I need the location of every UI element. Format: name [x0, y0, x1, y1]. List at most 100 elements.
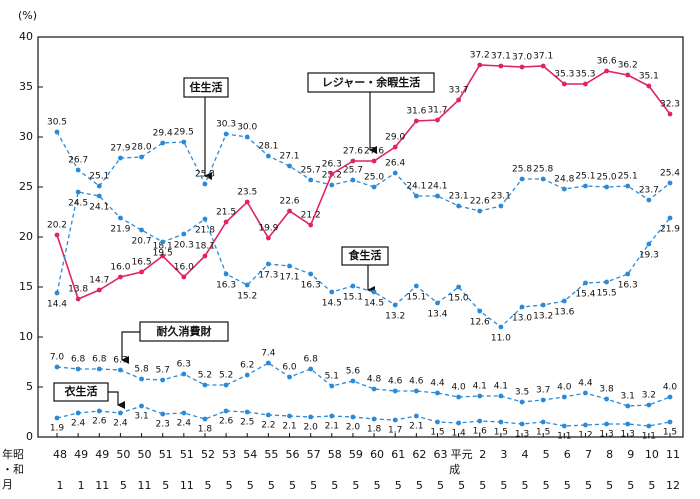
value-label: 3.1 [621, 392, 635, 402]
plot: 30.526.725.127.9 28.029.4 29.525.330.3 30.0… [47, 51, 680, 442]
value-label: 14.7 [89, 276, 109, 286]
point [329, 182, 335, 188]
point [202, 416, 208, 422]
point [371, 386, 377, 392]
value-label: 4.1 [473, 382, 487, 392]
value-label: 18.1 [195, 242, 215, 252]
value-label: 24.1 [89, 203, 109, 213]
x-month-label: 5 [585, 479, 592, 492]
point [54, 232, 60, 238]
point [139, 154, 144, 160]
value-label: 1.8 [367, 425, 382, 435]
value-label: 35.3 [575, 70, 595, 80]
value-label: 2.1 [325, 422, 339, 432]
value-label: 23.7 [639, 186, 659, 196]
value-label: 3.7 [536, 386, 550, 396]
value-label: 28.0 [132, 143, 152, 153]
point [265, 153, 271, 159]
value-label: 36.2 [618, 61, 638, 71]
value-label: 3.2 [642, 391, 656, 401]
x-tick-label: 63 [433, 448, 447, 461]
value-label: 2.1 [282, 422, 296, 432]
x-tick-label: 49 [95, 448, 109, 461]
point [646, 241, 652, 247]
point [160, 239, 166, 245]
point [561, 186, 567, 192]
value-label: 24.1 [427, 182, 447, 192]
series-line [56, 64, 671, 301]
point [54, 364, 60, 370]
point [96, 183, 102, 189]
point [392, 144, 398, 150]
x-month-label: 5 [120, 479, 127, 492]
x-month-label: 5 [204, 479, 211, 492]
point [118, 367, 123, 373]
point [202, 382, 208, 388]
value-label: 2.3 [156, 420, 170, 430]
point [287, 374, 292, 380]
x-month-label: 5 [226, 479, 233, 492]
x-tick-label: 61 [391, 448, 405, 461]
value-label: 20.2 [47, 221, 67, 231]
value-label: 1.5 [430, 428, 444, 438]
callout-box [139, 321, 229, 342]
value-label: 35.3 [554, 70, 574, 80]
series-line [56, 131, 671, 212]
x-month-label: 5 [352, 479, 359, 492]
value-label: 15.1 [406, 293, 426, 303]
value-label: 2.6 [219, 417, 234, 427]
point [75, 189, 81, 195]
value-label: 2.4 [71, 419, 86, 429]
value-label: 4.0 [451, 383, 466, 393]
point [498, 63, 504, 69]
point [202, 181, 208, 187]
value-label: 2.1 [409, 422, 423, 432]
value-label: 16.0 [110, 263, 130, 273]
point [371, 289, 377, 295]
value-label: 26.3 [322, 160, 342, 170]
x-tick-label: 49 [74, 448, 88, 461]
value-label: 13.2 [533, 312, 553, 322]
point [75, 296, 81, 302]
value-label: 15.4 [575, 290, 595, 300]
point [498, 324, 504, 330]
value-label: 4.4 [430, 379, 445, 389]
x-tick-label: 9 [627, 448, 634, 461]
point [625, 183, 631, 189]
point [160, 140, 166, 146]
value-label: 27.9 [110, 144, 130, 154]
point [540, 176, 546, 182]
value-label: 30.0 [237, 123, 257, 133]
value-label: 1.6 [473, 427, 488, 437]
point [413, 388, 419, 394]
x-month-label: 5 [543, 479, 550, 492]
point [519, 64, 525, 70]
x-tick-label: 8 [606, 448, 613, 461]
point [540, 63, 546, 69]
x-tick-label: 11 [666, 448, 680, 461]
point [561, 394, 567, 400]
value-label: 31.6 [406, 107, 426, 117]
value-label: 16.3 [618, 281, 638, 291]
value-label: 25.1 [575, 172, 595, 182]
value-label: 12.6 [470, 318, 490, 328]
point [625, 403, 631, 409]
point [371, 184, 377, 190]
value-label: 28.1 [258, 142, 278, 152]
x-month-label: 5 [374, 479, 381, 492]
value-label: 35.1 [639, 72, 659, 82]
value-label: 4.6 [409, 377, 424, 387]
value-label: 33.7 [449, 86, 469, 96]
value-label: 5.1 [325, 372, 339, 382]
point [96, 408, 102, 414]
value-label: 21.2 [301, 211, 321, 221]
point [118, 155, 123, 161]
callout-label: レジャー・余暇生活 [322, 75, 420, 89]
x-tick-label: 51 [180, 448, 194, 461]
point [181, 231, 187, 237]
value-label: 13.2 [385, 312, 405, 322]
y-tick-label: 0 [26, 430, 33, 443]
point [181, 139, 187, 145]
point [477, 208, 483, 214]
point [118, 215, 123, 221]
